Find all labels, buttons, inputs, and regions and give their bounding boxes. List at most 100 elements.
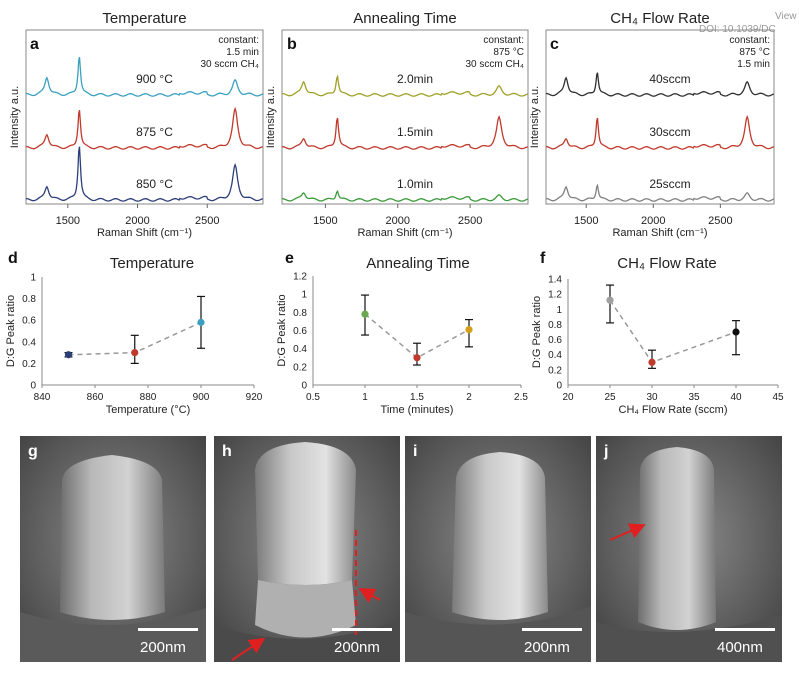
scale-label-j: 400nm <box>717 639 763 656</box>
raman-spectrum-label-c: 40sccm <box>649 72 690 86</box>
raman-spectrum-b-1 <box>281 115 528 150</box>
raman-letter-b: b <box>287 36 297 53</box>
raman-constant-line-a: constant: <box>218 35 259 46</box>
sem-panel-g: g 200nm <box>20 436 206 662</box>
y-tick-label-f: 0.2 <box>548 365 562 376</box>
chart-title-f: CH₄ Flow Rate <box>617 255 716 272</box>
corner-view-label[interactable]: View <box>775 11 797 22</box>
data-point-e <box>361 310 369 318</box>
chart-letter-d: d <box>8 250 18 267</box>
raman-spectrum-label-b: 1.5min <box>397 125 433 139</box>
raman-letter-a: a <box>30 36 39 53</box>
sem-panel-j: j 400nm <box>596 436 782 662</box>
raman-frame-c <box>545 29 775 205</box>
raman-xtick-label-a: 2500 <box>195 215 219 227</box>
x-axis-label-f: CH₄ Flow Rate (sccm) <box>619 404 728 416</box>
x-axis-label-d: Temperature (°C) <box>106 404 190 416</box>
x-tick-label-f: 45 <box>772 392 784 403</box>
raman-spectrum-c-2 <box>546 183 774 202</box>
ratio-chart-d: d Temperature 0 0.2 0.4 0.6 0.8 1 840 860 880 900 92… <box>5 250 263 416</box>
y-tick-label-f: 0.4 <box>548 350 562 361</box>
scale-bar-g <box>138 628 198 631</box>
sem-letter-j: j <box>603 443 608 460</box>
raman-spectrum-a-1 <box>26 106 263 150</box>
scale-label-h: 200nm <box>334 639 380 656</box>
raman-frame-b <box>281 29 529 205</box>
raman-xlabel-c: Raman Shift (cm⁻¹) <box>612 227 707 239</box>
data-point-f <box>732 328 740 336</box>
raman-xlabel-a: Raman Shift (cm⁻¹) <box>97 227 192 239</box>
sem-letter-g: g <box>28 443 38 460</box>
x-axis-label-e: Time (minutes) <box>381 404 454 416</box>
raman-spectrum-label-c: 30sccm <box>649 125 690 139</box>
sem-letter-i: i <box>413 443 417 460</box>
y-tick-label-e: 1 <box>301 290 307 301</box>
raman-panel-a: Temperature a Intensity a.u. 1500 2000 2500Ra… <box>9 10 264 239</box>
x-tick-label-f: 25 <box>604 392 616 403</box>
y-axis-label-e: D:G Peak ratio <box>276 294 288 366</box>
scale-bar-j <box>715 628 775 631</box>
raman-ylabel-c: Intensity a.u. <box>529 86 541 148</box>
arrow-bottom-h <box>231 637 266 661</box>
raman-title-b: Annealing Time <box>353 10 456 27</box>
x-tick-label-e: 0.5 <box>306 392 320 403</box>
sem-pillar-lower-h <box>255 580 356 638</box>
y-tick-label-d: 0.8 <box>22 294 36 305</box>
data-point-f <box>648 358 656 366</box>
raman-letter-c: c <box>550 36 559 53</box>
raman-constant-line-b: 875 °C <box>493 47 524 58</box>
raman-xtick-label-b: 2500 <box>458 215 482 227</box>
scale-bar-i <box>522 628 582 631</box>
x-tick-label-e: 2 <box>466 392 472 403</box>
sem-pillar-g <box>60 455 165 620</box>
raman-title-c: CH₄ Flow Rate <box>610 10 709 27</box>
data-point-d <box>197 318 205 326</box>
data-point-d <box>64 351 73 359</box>
sem-substrate-j <box>596 615 782 662</box>
x-tick-label-e: 1.5 <box>410 392 424 403</box>
raman-xlabel-b: Raman Shift (cm⁻¹) <box>357 227 452 239</box>
raman-spectrum-label-b: 2.0min <box>397 72 433 86</box>
raman-ylabel-b: Intensity a.u. <box>265 86 277 148</box>
raman-spectrum-label-c: 25sccm <box>649 177 690 191</box>
y-tick-label-e: 0 <box>301 381 307 392</box>
y-tick-label-f: 1 <box>556 305 562 316</box>
x-tick-label-f: 20 <box>562 392 574 403</box>
y-tick-label-f: 1.2 <box>548 290 562 301</box>
sem-substrate-g <box>20 608 206 662</box>
data-point-f <box>606 296 614 304</box>
raman-constant-line-a: 1.5 min <box>226 47 259 58</box>
y-tick-label-d: 0.4 <box>22 337 36 348</box>
y-tick-label-d: 0.2 <box>22 359 36 370</box>
y-tick-label-f: 1.4 <box>548 275 562 286</box>
raman-spectrum-b-0 <box>282 74 528 97</box>
x-tick-label-d: 880 <box>140 392 157 403</box>
raman-title-a: Temperature <box>102 10 186 27</box>
raman-ylabel-a: Intensity a.u. <box>9 86 21 148</box>
raman-spectrum-label-a: 900 °C <box>136 72 173 86</box>
ratio-charts: d Temperature 0 0.2 0.4 0.6 0.8 1 840 860 880 900 92… <box>5 250 784 416</box>
sem-panel-h: h 200nm <box>214 436 400 662</box>
data-point-e <box>465 325 473 334</box>
y-tick-label-d: 0.6 <box>22 316 36 327</box>
scale-label-i: 200nm <box>524 639 570 656</box>
sem-panel-i: i 200nm <box>405 436 591 662</box>
raman-xtick-label-a: 1500 <box>56 215 80 227</box>
raman-spectrum-c-1 <box>545 114 774 150</box>
raman-xtick-label-c: 1500 <box>574 215 598 227</box>
x-tick-label-f: 35 <box>688 392 700 403</box>
y-axis-label-d: D:G Peak ratio <box>5 295 17 367</box>
y-tick-label-e: 0.2 <box>293 362 307 373</box>
chart-letter-f: f <box>540 250 546 267</box>
y-tick-label-e: 0.4 <box>293 344 307 355</box>
raman-xtick-label-b: 2000 <box>386 215 410 227</box>
y-tick-label-e: 0.8 <box>293 308 307 319</box>
data-point-d <box>131 349 139 357</box>
raman-constant-line-a: 30 sccm CH₄ <box>200 59 259 70</box>
y-tick-label-f: 0.8 <box>548 320 562 331</box>
raman-panel-b: Annealing Time b Intensity a.u. 1500 2000 250… <box>265 10 529 239</box>
x-tick-label-e: 2.5 <box>514 392 528 403</box>
raman-constant-line-c: constant: <box>729 35 770 46</box>
y-tick-label-d: 1 <box>30 273 36 284</box>
